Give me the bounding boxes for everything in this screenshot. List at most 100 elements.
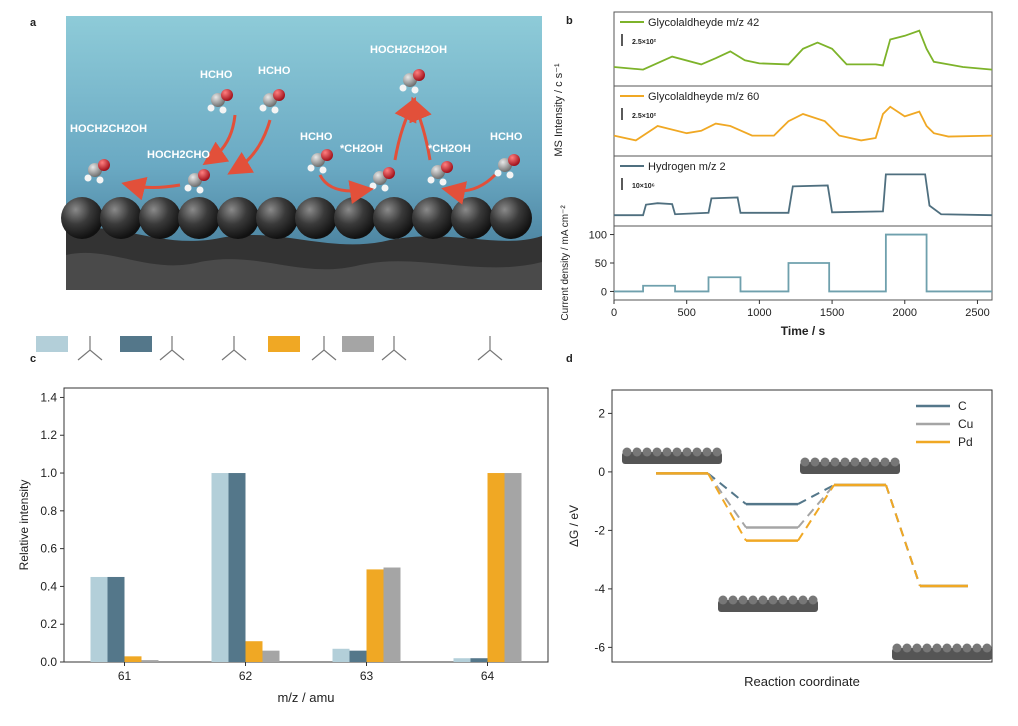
surface-atom	[972, 643, 982, 653]
x-tick-label: 1500	[820, 307, 844, 319]
bar	[124, 656, 142, 662]
energy-connector	[707, 472, 747, 505]
surface-atom	[810, 457, 820, 467]
oxygen-atom	[98, 159, 110, 171]
reaction-arrow	[227, 119, 272, 175]
surface-atom	[712, 447, 722, 457]
energy-connector	[797, 484, 835, 505]
y-tick-label: 0.6	[40, 542, 57, 556]
bar	[245, 641, 263, 662]
y-axis-label: Relative intensity	[17, 480, 31, 571]
surface-atom	[692, 447, 702, 457]
surface-atom	[652, 447, 662, 457]
legend-swatch	[342, 336, 374, 352]
oxygen-atom	[198, 169, 210, 181]
molecule-sketch	[381, 336, 407, 361]
molecule-sketch	[311, 336, 337, 361]
oxygen-atom	[508, 154, 520, 166]
bar	[504, 473, 522, 662]
ms-trace-line	[613, 105, 993, 142]
bar	[211, 473, 229, 662]
y-tick-label: 0.2	[40, 617, 57, 631]
hydrogen-atom	[411, 86, 419, 94]
surface-atom	[830, 457, 840, 467]
x-tick-label: 500	[678, 307, 696, 319]
current-y-axis-label: Current density / mA cm⁻²	[560, 205, 571, 321]
surface-atom	[778, 595, 788, 605]
catalyst-sphere	[334, 197, 376, 239]
y-tick-label: 0	[598, 465, 605, 479]
x-axis-label: Time / s	[781, 324, 826, 338]
label-ch2oh: *CH2OH	[340, 143, 383, 155]
panel-c-chart: c 61 62 63 64 0.0 0.2 0.4 0.6 0.8 1.0 1.2 1.4 m/z / …	[17, 336, 549, 705]
catalyst-sphere	[373, 197, 415, 239]
hydrogen-atom	[494, 169, 502, 177]
surface-atom	[922, 643, 932, 653]
label-hcho: HCHO	[200, 69, 233, 81]
surface-atom	[850, 457, 860, 467]
surface-atom	[890, 457, 900, 467]
catalyst-sphere	[139, 197, 181, 239]
molecule-sketch	[221, 336, 247, 361]
hydrogen-atom	[271, 106, 279, 114]
label-ch2oh: *CH2OH	[428, 143, 471, 155]
catalyst-sphere	[451, 197, 493, 239]
surface-atom	[952, 643, 962, 653]
energy-connector	[797, 484, 835, 529]
y-tick-label: 0.0	[40, 655, 57, 669]
hydrogen-atom	[259, 104, 267, 112]
reaction-arrow	[202, 114, 237, 166]
legend-label: Pd	[958, 435, 973, 449]
catalyst-particle-row	[61, 197, 532, 239]
molecule-sketch	[77, 336, 103, 361]
hydrogen-atom	[184, 184, 192, 192]
y-tick-label: 1.0	[40, 466, 57, 480]
surface-atom	[798, 595, 808, 605]
label-glycolaldehyde: HOCH2CHO	[147, 149, 210, 161]
hydrogen-atom	[207, 104, 215, 112]
y-axis-label: ΔG / eV	[567, 505, 581, 547]
hydrogen-atom	[96, 176, 104, 184]
energy-connector	[797, 484, 835, 542]
bar-legend	[36, 336, 503, 361]
energy-connector	[707, 472, 747, 542]
hydrogen-atom	[439, 178, 447, 186]
hydrogen-atom	[84, 174, 92, 182]
reaction-arrow	[318, 174, 374, 204]
bar	[453, 658, 471, 662]
hydrogen-atom	[427, 176, 435, 184]
hydrogen-atom	[369, 182, 377, 190]
energy-connector	[707, 472, 747, 529]
label-hcho: HCHO	[258, 65, 291, 77]
surface-atom	[748, 595, 758, 605]
x-tick-label: 63	[360, 669, 374, 683]
surface-atom	[902, 643, 912, 653]
surface-atom	[758, 595, 768, 605]
y-tick-label: -6	[594, 640, 605, 654]
legend-swatch	[268, 336, 300, 352]
reaction-arrow	[409, 96, 432, 161]
y-tick-label: -4	[594, 582, 605, 596]
bar	[228, 473, 246, 662]
oxygen-atom	[221, 89, 233, 101]
surface-atom	[982, 643, 992, 653]
label-hcho: HCHO	[300, 131, 333, 143]
surface-atom	[682, 447, 692, 457]
x-tick-label: 2000	[893, 307, 917, 319]
surface-atom	[738, 595, 748, 605]
surface-atom	[840, 457, 850, 467]
surface-atom	[932, 643, 942, 653]
plot-frame	[63, 387, 549, 663]
hydrogen-atom	[307, 164, 315, 172]
ms-y-axis-label: MS Intensity / c s⁻¹	[553, 63, 565, 157]
surface-atom	[808, 595, 818, 605]
oxygen-atom	[441, 161, 453, 173]
catalyst-sphere	[61, 197, 103, 239]
panel-a-schematic: a HCHO HCHO HOCH2CH2OH HOCH2CHO HOCH2CH2…	[30, 16, 542, 290]
bar	[332, 648, 350, 662]
scale-bar-label: 2.5×10²	[632, 113, 657, 120]
oxygen-atom	[383, 167, 395, 179]
scale-bar-label: 2.5×10²	[632, 39, 657, 46]
legend-label: Cu	[958, 417, 973, 431]
